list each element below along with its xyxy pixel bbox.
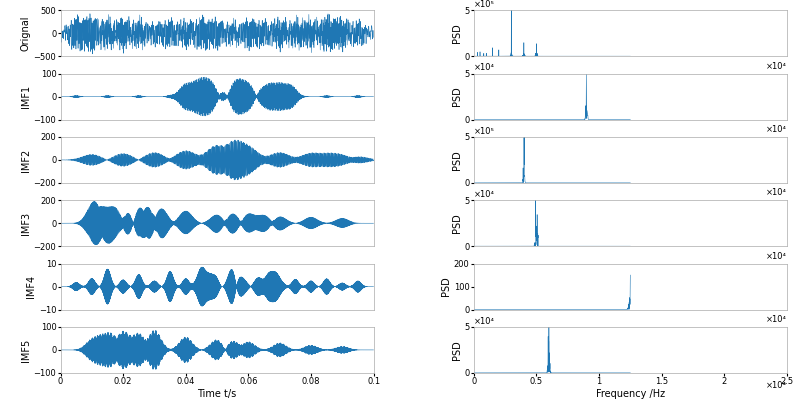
Text: ×10⁴: ×10⁴ xyxy=(766,381,787,390)
Text: ×10⁴: ×10⁴ xyxy=(474,190,495,199)
Text: ×10⁴: ×10⁴ xyxy=(766,188,787,197)
X-axis label: Frequency /Hz: Frequency /Hz xyxy=(596,389,665,399)
Y-axis label: PSD: PSD xyxy=(452,23,462,43)
Y-axis label: PSD: PSD xyxy=(452,87,462,106)
Text: ×10⁴: ×10⁴ xyxy=(766,252,787,261)
Y-axis label: PSD: PSD xyxy=(452,213,462,233)
Text: ×10⁴: ×10⁴ xyxy=(766,125,787,134)
Y-axis label: PSD: PSD xyxy=(452,340,462,360)
Text: ×10⁴: ×10⁴ xyxy=(766,315,787,324)
Text: ×10⁴: ×10⁴ xyxy=(474,316,495,325)
Y-axis label: IMF1: IMF1 xyxy=(21,85,31,108)
Text: ×10⁵: ×10⁵ xyxy=(474,126,495,136)
Y-axis label: PSD: PSD xyxy=(441,277,451,297)
Y-axis label: IMF3: IMF3 xyxy=(21,212,31,235)
Y-axis label: IMF4: IMF4 xyxy=(26,275,36,298)
Text: ×10⁴: ×10⁴ xyxy=(766,62,787,71)
Y-axis label: IMF5: IMF5 xyxy=(21,338,31,362)
Y-axis label: PSD: PSD xyxy=(452,150,462,170)
Text: ×10⁴: ×10⁴ xyxy=(474,63,495,72)
X-axis label: Time t/s: Time t/s xyxy=(198,389,236,399)
Y-axis label: IMF2: IMF2 xyxy=(21,148,31,171)
Y-axis label: Orignal: Orignal xyxy=(21,16,31,51)
Text: ×10⁵: ×10⁵ xyxy=(474,0,495,9)
